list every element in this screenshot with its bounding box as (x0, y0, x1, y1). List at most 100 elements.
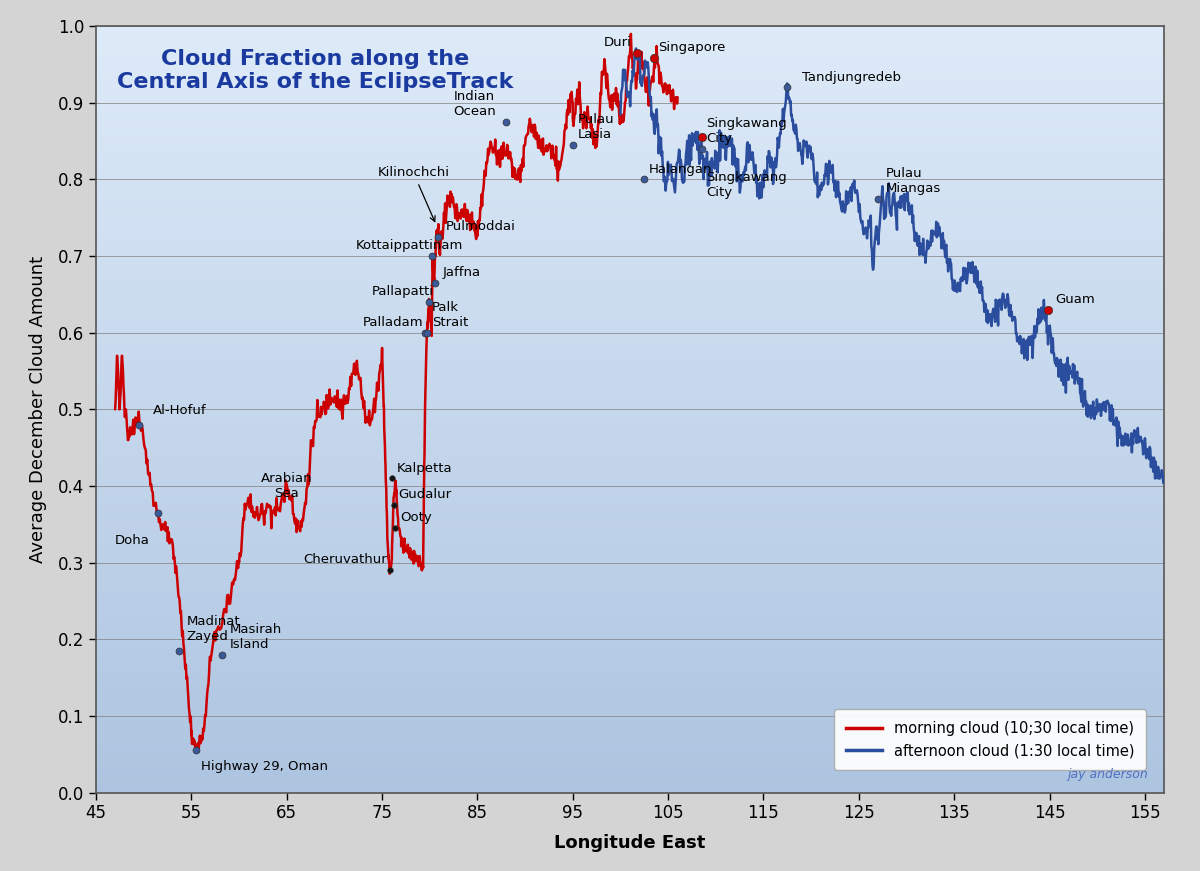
Text: Pulmoddai: Pulmoddai (446, 220, 516, 233)
Bar (96, 781, 1164, 785)
Bar (96, 444, 1164, 448)
Bar (96, 708, 1164, 712)
Bar (96, 206, 1164, 210)
Y-axis label: Average December Cloud Amount: Average December Cloud Amount (29, 256, 47, 563)
Bar (96, 168, 1164, 172)
X-axis label: Longitude East: Longitude East (554, 834, 706, 852)
Bar (96, 199, 1164, 202)
Bar (96, 256, 1164, 260)
Bar (96, 436, 1164, 440)
Bar (96, 540, 1164, 544)
Legend: morning cloud (10;30 local time), afternoon cloud (1:30 local time): morning cloud (10;30 local time), aftern… (834, 709, 1146, 770)
Bar (96, 585, 1164, 590)
Bar (96, 30, 1164, 34)
Bar (96, 130, 1164, 133)
Bar (96, 202, 1164, 206)
Bar (96, 138, 1164, 141)
Bar (96, 87, 1164, 91)
Bar (96, 45, 1164, 49)
Bar (96, 440, 1164, 444)
Text: Kilinochchi: Kilinochchi (378, 166, 450, 221)
Bar (96, 551, 1164, 555)
Bar (96, 145, 1164, 149)
Bar (96, 157, 1164, 160)
Bar (96, 141, 1164, 145)
Bar (96, 662, 1164, 666)
Bar (96, 563, 1164, 566)
Bar (96, 475, 1164, 478)
Text: Ooty: Ooty (400, 511, 432, 524)
Bar (96, 681, 1164, 685)
Bar (96, 670, 1164, 674)
Bar (96, 245, 1164, 248)
Bar (96, 91, 1164, 95)
Bar (96, 172, 1164, 176)
Bar (96, 390, 1164, 394)
Bar (96, 754, 1164, 758)
Bar (96, 678, 1164, 681)
Bar (96, 183, 1164, 187)
Bar (96, 133, 1164, 138)
Bar (96, 425, 1164, 429)
Bar (96, 636, 1164, 639)
Bar (96, 674, 1164, 678)
Bar (96, 240, 1164, 245)
Bar (96, 647, 1164, 651)
Bar (96, 432, 1164, 436)
Bar (96, 125, 1164, 130)
Text: Cheruvathur: Cheruvathur (304, 553, 386, 566)
Text: Arabian
Sea: Arabian Sea (260, 472, 312, 500)
Text: Pulau
Lasia: Pulau Lasia (577, 113, 614, 141)
Bar (96, 310, 1164, 314)
Bar (96, 456, 1164, 459)
Bar (96, 111, 1164, 114)
Bar (96, 387, 1164, 390)
Bar (96, 732, 1164, 735)
Bar (96, 505, 1164, 509)
Bar (96, 398, 1164, 402)
Bar (96, 99, 1164, 103)
Bar (96, 719, 1164, 724)
Bar (96, 574, 1164, 578)
Bar (96, 459, 1164, 463)
Bar (96, 214, 1164, 218)
Bar (96, 547, 1164, 551)
Text: Masirah
Island: Masirah Island (229, 623, 282, 651)
Bar (96, 705, 1164, 708)
Bar (96, 785, 1164, 789)
Bar (96, 237, 1164, 240)
Bar (96, 727, 1164, 732)
Bar (96, 352, 1164, 355)
Bar (96, 57, 1164, 61)
Bar (96, 118, 1164, 122)
Bar (96, 294, 1164, 298)
Bar (96, 306, 1164, 310)
Bar (96, 394, 1164, 398)
Bar (96, 283, 1164, 287)
Bar (96, 272, 1164, 275)
Bar (96, 298, 1164, 302)
Text: Singkawang
City: Singkawang City (707, 171, 787, 199)
Bar (96, 287, 1164, 291)
Bar (96, 502, 1164, 505)
Bar (96, 604, 1164, 609)
Bar (96, 355, 1164, 360)
Bar (96, 624, 1164, 628)
Bar (96, 559, 1164, 563)
Bar (96, 103, 1164, 106)
Bar (96, 68, 1164, 72)
Text: Singkawang
City: Singkawang City (707, 117, 787, 145)
Bar (96, 555, 1164, 559)
Text: Kalpetta: Kalpetta (396, 462, 452, 475)
Bar (96, 152, 1164, 157)
Bar (96, 226, 1164, 229)
Bar (96, 524, 1164, 528)
Text: Kottaippattinam: Kottaippattinam (355, 240, 463, 253)
Bar (96, 528, 1164, 532)
Bar (96, 712, 1164, 716)
Text: Jaffna: Jaffna (442, 266, 480, 279)
Bar (96, 402, 1164, 406)
Bar (96, 593, 1164, 598)
Bar (96, 590, 1164, 593)
Bar (96, 536, 1164, 540)
